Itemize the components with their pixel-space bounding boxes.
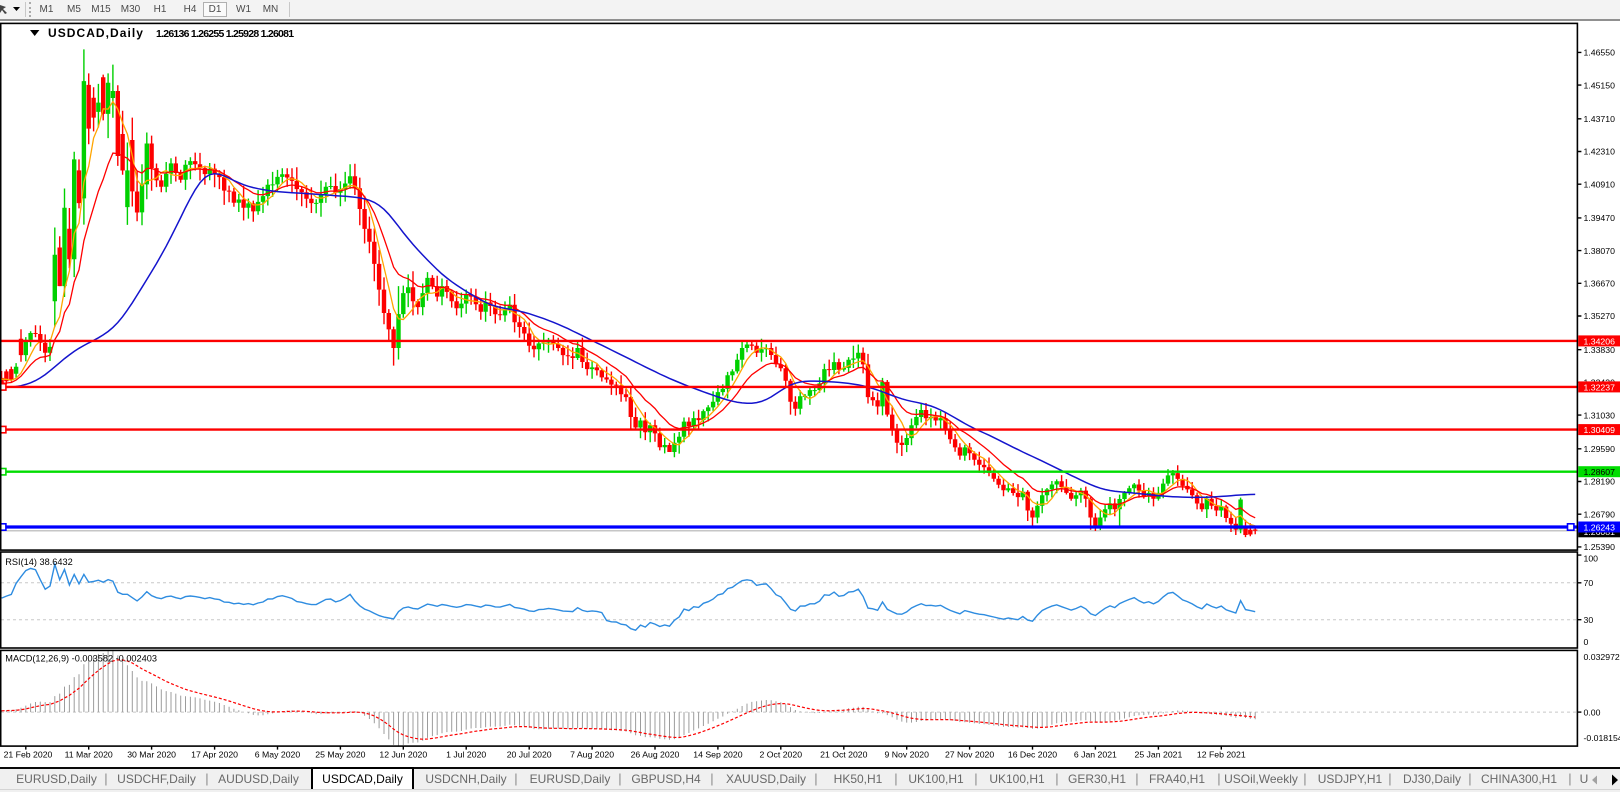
svg-text:20 Jul 2020: 20 Jul 2020 — [507, 750, 552, 760]
svg-text:1 Jul 2020: 1 Jul 2020 — [446, 750, 486, 760]
svg-text:9 Nov 2020: 9 Nov 2020 — [884, 750, 929, 760]
svg-text:1.42310: 1.42310 — [1584, 147, 1616, 157]
svg-text:1.45150: 1.45150 — [1584, 80, 1616, 90]
svg-text:1.43710: 1.43710 — [1584, 114, 1616, 124]
svg-text:0.032972: 0.032972 — [1584, 652, 1620, 662]
svg-text:25 Jan 2021: 25 Jan 2021 — [1134, 750, 1182, 760]
svg-text:6 Jan 2021: 6 Jan 2021 — [1074, 750, 1117, 760]
svg-text:1.32237: 1.32237 — [1584, 382, 1616, 392]
svg-text:1.26136 1.26255 1.25928 1.2608: 1.26136 1.26255 1.25928 1.26081 — [156, 28, 294, 40]
svg-text:1.34206: 1.34206 — [1584, 336, 1616, 346]
svg-text:1.25390: 1.25390 — [1584, 542, 1616, 552]
svg-text:1.38070: 1.38070 — [1584, 246, 1616, 256]
svg-text:12 Feb 2021: 12 Feb 2021 — [1197, 750, 1246, 760]
svg-text:RSI(14) 38.6432: RSI(14) 38.6432 — [5, 557, 72, 567]
svg-text:1.40910: 1.40910 — [1584, 179, 1616, 189]
svg-text:-0.018154: -0.018154 — [1584, 733, 1620, 743]
svg-text:USDCAD,Daily: USDCAD,Daily — [48, 26, 144, 40]
svg-text:21 Feb 2020: 21 Feb 2020 — [4, 750, 53, 760]
svg-text:100: 100 — [1584, 554, 1599, 564]
svg-text:1.28607: 1.28607 — [1584, 467, 1616, 477]
svg-text:1.46550: 1.46550 — [1584, 48, 1616, 58]
svg-text:27 Nov 2020: 27 Nov 2020 — [945, 750, 994, 760]
svg-text:1.29590: 1.29590 — [1584, 444, 1616, 454]
svg-text:17 Apr 2020: 17 Apr 2020 — [191, 750, 238, 760]
svg-text:12 Jun 2020: 12 Jun 2020 — [379, 750, 427, 760]
svg-text:16 Dec 2020: 16 Dec 2020 — [1008, 750, 1057, 760]
svg-text:1.28190: 1.28190 — [1584, 477, 1616, 487]
svg-text:1.30409: 1.30409 — [1584, 425, 1616, 435]
svg-text:30: 30 — [1584, 615, 1594, 625]
svg-text:7 Aug 2020: 7 Aug 2020 — [570, 750, 614, 760]
svg-text:1.35270: 1.35270 — [1584, 311, 1616, 321]
svg-text:0: 0 — [1584, 637, 1589, 647]
svg-text:1.26243: 1.26243 — [1584, 522, 1616, 532]
svg-text:6 May 2020: 6 May 2020 — [255, 750, 301, 760]
svg-text:1.36670: 1.36670 — [1584, 279, 1616, 289]
svg-text:14 Sep 2020: 14 Sep 2020 — [693, 750, 742, 760]
svg-text:25 May 2020: 25 May 2020 — [315, 750, 365, 760]
svg-text:2 Oct 2020: 2 Oct 2020 — [760, 750, 803, 760]
svg-text:0.00: 0.00 — [1584, 707, 1601, 717]
svg-text:70: 70 — [1584, 578, 1594, 588]
svg-text:1.31030: 1.31030 — [1584, 410, 1616, 420]
svg-text:1.33830: 1.33830 — [1584, 345, 1616, 355]
svg-text:30 Mar 2020: 30 Mar 2020 — [127, 750, 176, 760]
svg-text:MACD(12,26,9) -0.003582 -0.002: MACD(12,26,9) -0.003582 -0.002403 — [5, 654, 157, 664]
svg-text:11 Mar 2020: 11 Mar 2020 — [65, 750, 113, 760]
svg-text:1.39470: 1.39470 — [1584, 213, 1616, 223]
svg-text:26 Aug 2020: 26 Aug 2020 — [631, 750, 680, 760]
svg-text:21 Oct 2020: 21 Oct 2020 — [820, 750, 868, 760]
svg-text:1.26790: 1.26790 — [1584, 509, 1616, 519]
